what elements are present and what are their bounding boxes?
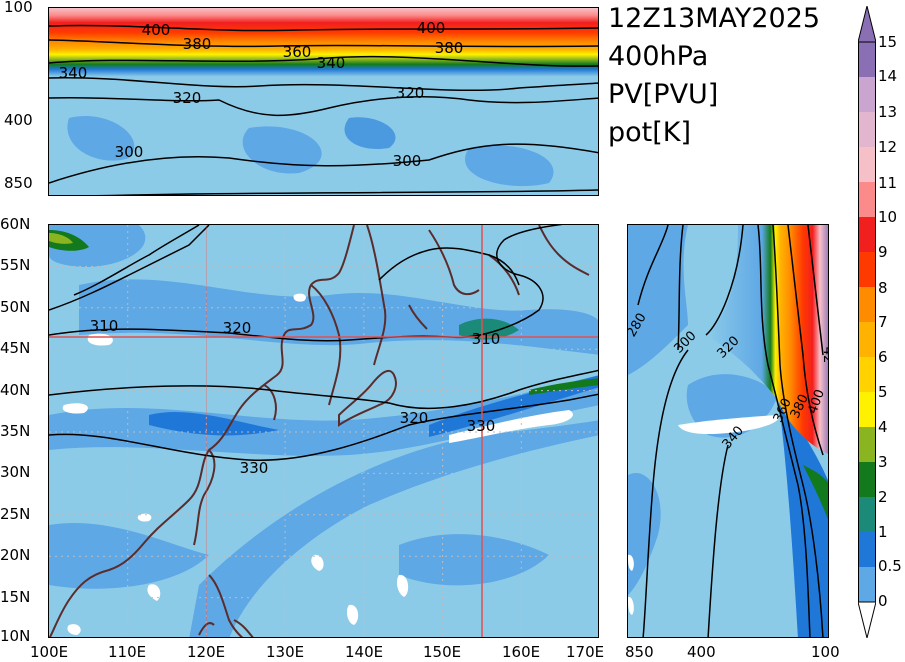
top-contour-label: 320: [173, 89, 202, 107]
top-contour-label: 400: [142, 21, 171, 39]
top-y-tick-label: 100: [4, 0, 33, 16]
colorbar: [857, 5, 877, 639]
map-contour-label: 330: [240, 459, 269, 477]
lon-tick-label: 110E: [108, 643, 147, 661]
colorbar-extension-bottom: [857, 601, 877, 639]
colorbar-swatch: [858, 567, 876, 603]
colorbar-extension-top: [857, 5, 877, 43]
top-contour-label: 400: [417, 19, 446, 37]
colorbar-swatch: [858, 182, 876, 218]
lat-tick-label: 25N: [0, 505, 31, 523]
map-panel: 310 320 310 320 330 330: [48, 224, 599, 638]
colorbar-label: 0: [878, 592, 888, 610]
top-contour-label: 380: [183, 35, 212, 53]
lon-tick-label: 120E: [187, 643, 226, 661]
top-cross-section-plot: 400 380 360 340 320 300 400 380 340 320 …: [49, 8, 598, 195]
map-contour-label: 330: [467, 417, 496, 435]
colorbar-label: 14: [878, 67, 898, 85]
map-contour-label: 310: [90, 317, 119, 335]
colorbar-label: 9: [878, 243, 888, 261]
colorbar-label: 2: [878, 488, 888, 506]
map-contour-label: 320: [223, 319, 252, 337]
right-x-tick-label: 400: [687, 643, 716, 661]
lat-tick-label: 20N: [0, 546, 31, 564]
colorbar-label: 10: [878, 208, 898, 226]
colorbar-label: 7: [878, 313, 888, 331]
map-contour-label: 310: [472, 330, 501, 348]
colorbar-label: 8: [878, 279, 888, 297]
right-contour-label: 42: [820, 347, 829, 364]
map-contour-label: 320: [400, 409, 429, 427]
lat-tick-label: 10N: [0, 627, 31, 645]
colorbar-swatch: [858, 287, 876, 323]
colorbar-swatch: [858, 532, 876, 568]
top-contour-label: 340: [317, 54, 346, 72]
top-contour-label: 380: [435, 39, 464, 57]
top-contour-label: 320: [396, 84, 425, 102]
colorbar-label: 3: [878, 453, 888, 471]
colorbar-swatch: [858, 77, 876, 113]
map-plot: 310 320 310 320 330 330: [49, 225, 598, 637]
lon-tick-label: 100E: [30, 643, 69, 661]
lon-tick-label: 130E: [266, 643, 305, 661]
lat-tick-label: 50N: [0, 298, 31, 316]
colorbar-swatch: [858, 322, 876, 358]
right-cross-section-plot: 280 300 320 340 360 380 400 42: [628, 225, 829, 637]
lon-tick-label: 170E: [566, 643, 605, 661]
colorbar-swatch: [858, 42, 876, 78]
right-cross-section-panel: 280 300 320 340 360 380 400 42: [627, 224, 829, 638]
top-cross-section-panel: 400 380 360 340 320 300 400 380 340 320 …: [48, 7, 599, 196]
colorbar-swatch: [858, 427, 876, 463]
lat-tick-label: 60N: [0, 215, 31, 233]
title-shaded-variable: PV[PVU]: [608, 79, 719, 110]
colorbar-label: 13: [878, 103, 898, 121]
top-contour-label: 300: [393, 152, 422, 170]
colorbar-swatches: [857, 5, 877, 639]
top-contour-label: 360: [283, 43, 312, 61]
lat-tick-label: 40N: [0, 381, 31, 399]
colorbar-label: 5: [878, 383, 888, 401]
colorbar-label: 11: [878, 174, 898, 192]
colorbar-label: 1: [878, 523, 888, 541]
colorbar-swatch: [858, 357, 876, 393]
lon-tick-label: 150E: [423, 643, 462, 661]
lat-tick-label: 15N: [0, 588, 31, 606]
lon-tick-label: 160E: [502, 643, 541, 661]
colorbar-label: 0.5: [878, 557, 902, 575]
colorbar-swatch: [858, 392, 876, 428]
top-contour-label: 340: [59, 64, 88, 82]
right-x-tick-label: 100: [811, 643, 840, 661]
colorbar-swatch: [858, 252, 876, 288]
top-y-tick-label: 400: [4, 111, 33, 129]
lat-tick-label: 55N: [0, 256, 31, 274]
title-time: 12Z13MAY2025: [608, 3, 821, 34]
lat-tick-label: 45N: [0, 339, 31, 357]
colorbar-swatch: [858, 147, 876, 183]
colorbar-label: 6: [878, 348, 888, 366]
lat-tick-label: 35N: [0, 422, 31, 440]
colorbar-label: 15: [878, 33, 898, 51]
right-x-tick-label: 850: [625, 643, 654, 661]
lon-tick-label: 140E: [345, 643, 384, 661]
colorbar-label: 4: [878, 418, 888, 436]
top-contour-label: 300: [115, 143, 144, 161]
colorbar-swatch: [858, 462, 876, 498]
colorbar-label: 12: [878, 138, 898, 156]
colorbar-swatch: [858, 497, 876, 533]
title-level: 400hPa: [608, 41, 709, 72]
lat-tick-label: 30N: [0, 463, 31, 481]
top-y-tick-label: 850: [4, 174, 33, 192]
colorbar-swatch: [858, 112, 876, 148]
colorbar-swatch: [858, 217, 876, 253]
title-contour-variable: pot[K]: [608, 117, 692, 148]
